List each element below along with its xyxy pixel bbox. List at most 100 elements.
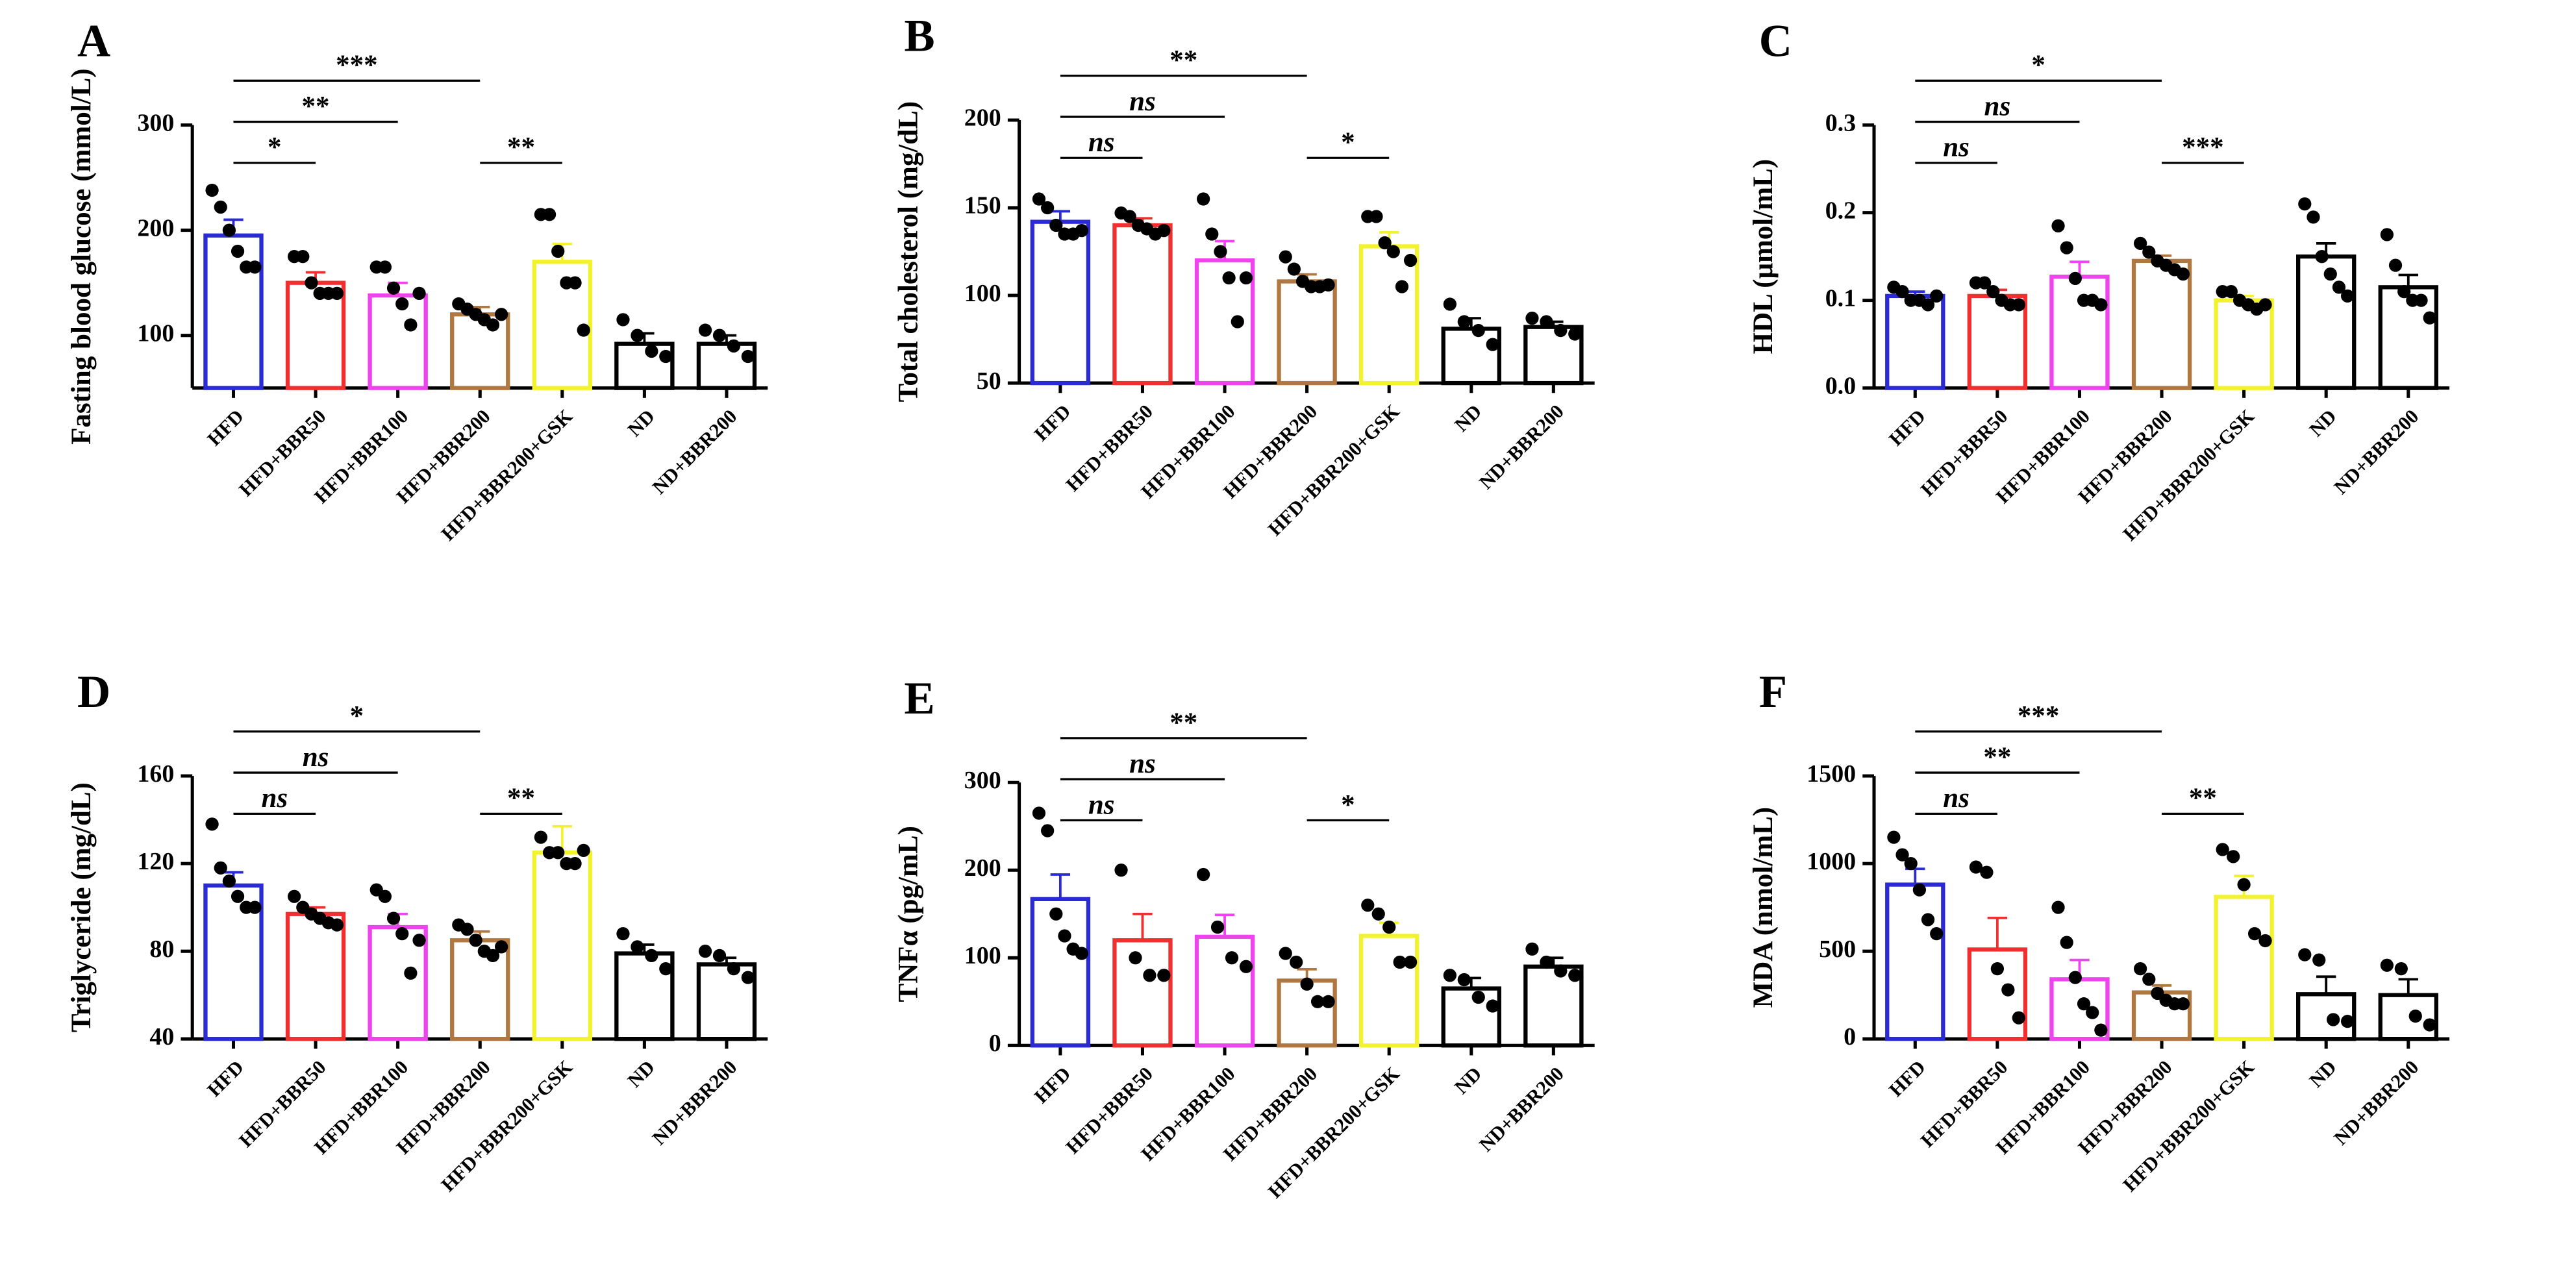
significance-label: ns (1984, 91, 2011, 121)
y-tick-label: 1000 (1807, 848, 1856, 875)
data-point (741, 349, 755, 364)
data-point (1382, 920, 1396, 934)
data-point (1486, 999, 1499, 1013)
data-point (288, 889, 301, 903)
data-point (534, 830, 548, 844)
x-tick-label: HFD (203, 1056, 248, 1101)
data-point (2094, 298, 2108, 312)
data-point (222, 875, 236, 888)
data-point (542, 208, 556, 221)
data-point (2176, 997, 2190, 1011)
data-point (1912, 883, 1927, 897)
y-tick-label: 40 (149, 1023, 174, 1050)
data-point (698, 323, 712, 337)
data-point (698, 945, 712, 958)
data-point (577, 843, 590, 858)
data-point (2408, 1009, 2422, 1023)
error-bar (2398, 978, 2418, 995)
significance-label: *** (2182, 132, 2224, 163)
data-point (1990, 962, 2005, 976)
data-point (386, 912, 401, 925)
data-point (2323, 267, 2337, 281)
data-point (2012, 298, 2025, 312)
x-tick-label: ND+BBR200 (1475, 1063, 1568, 1156)
data-point (1225, 951, 1239, 965)
data-point (1471, 990, 1485, 1004)
x-tick-label: HFD (203, 405, 248, 450)
error-bar (1905, 867, 1925, 885)
data-point (1403, 253, 1418, 267)
bar (368, 293, 428, 390)
data-point (1540, 315, 1553, 329)
data-point (2216, 843, 2229, 856)
data-point (1371, 907, 1385, 921)
x-tick-label: ND+BBR200 (1475, 400, 1568, 493)
data-point (2068, 971, 2082, 984)
data-point (1471, 323, 1485, 338)
data-point (2237, 878, 2251, 891)
data-point (222, 223, 236, 237)
data-point (1369, 210, 1383, 223)
data-point (2051, 219, 2065, 233)
significance-label: ** (1983, 742, 2011, 773)
x-tick-label: ND (623, 1056, 659, 1092)
data-point (1032, 192, 1046, 206)
data-point (1321, 995, 1335, 1008)
bar (1885, 293, 1945, 390)
data-point (1568, 327, 1582, 341)
x-tick-label: HFD (1884, 1056, 1929, 1101)
data-point (1157, 224, 1171, 238)
panel-letter: F (1759, 667, 1787, 717)
bar (2214, 298, 2274, 390)
data-point (1143, 969, 1157, 982)
data-point (1443, 297, 1457, 311)
data-point (1075, 224, 1088, 238)
data-point (568, 276, 582, 290)
y-tick-label: 50 (977, 367, 1001, 395)
x-tick-label: ND (2305, 405, 2341, 441)
error-bar (2398, 273, 2418, 288)
data-point (1930, 289, 1944, 303)
x-tick-label: ND (1450, 400, 1486, 436)
data-point (2388, 258, 2403, 272)
data-point (296, 250, 310, 264)
data-point (1378, 236, 1392, 250)
data-point (712, 949, 727, 963)
data-point (1290, 955, 1303, 969)
data-point (1969, 860, 1983, 874)
data-point (2094, 1023, 2108, 1037)
bar (1441, 986, 1501, 1048)
data-point (231, 889, 245, 903)
data-point (1205, 227, 1219, 241)
significance-label: ns (261, 783, 288, 813)
data-point (330, 286, 344, 300)
data-point (2315, 250, 2329, 264)
data-point (1321, 278, 1335, 292)
data-point (2423, 1018, 2436, 1032)
bar (1030, 897, 1091, 1048)
x-tick-label: ND (623, 405, 659, 441)
data-point (1196, 867, 1210, 882)
bar (203, 233, 264, 390)
y-tick-label: 300 (964, 767, 1001, 794)
data-point (2012, 1011, 2025, 1024)
data-point (412, 286, 426, 300)
data-point (2224, 285, 2238, 299)
data-point (1525, 312, 1539, 325)
bar (532, 851, 593, 1041)
data-point (741, 971, 755, 984)
data-point (2414, 293, 2428, 307)
bar (1194, 934, 1255, 1048)
y-tick-label: 0.3 (1825, 109, 1856, 136)
data-point (1279, 947, 1292, 960)
x-tick-label: HFD (1884, 405, 1929, 450)
data-point (1525, 942, 1539, 956)
error-bar (1214, 913, 1235, 937)
error-bar (1050, 873, 1071, 899)
data-point (2380, 228, 2394, 242)
data-point (2298, 197, 2312, 211)
